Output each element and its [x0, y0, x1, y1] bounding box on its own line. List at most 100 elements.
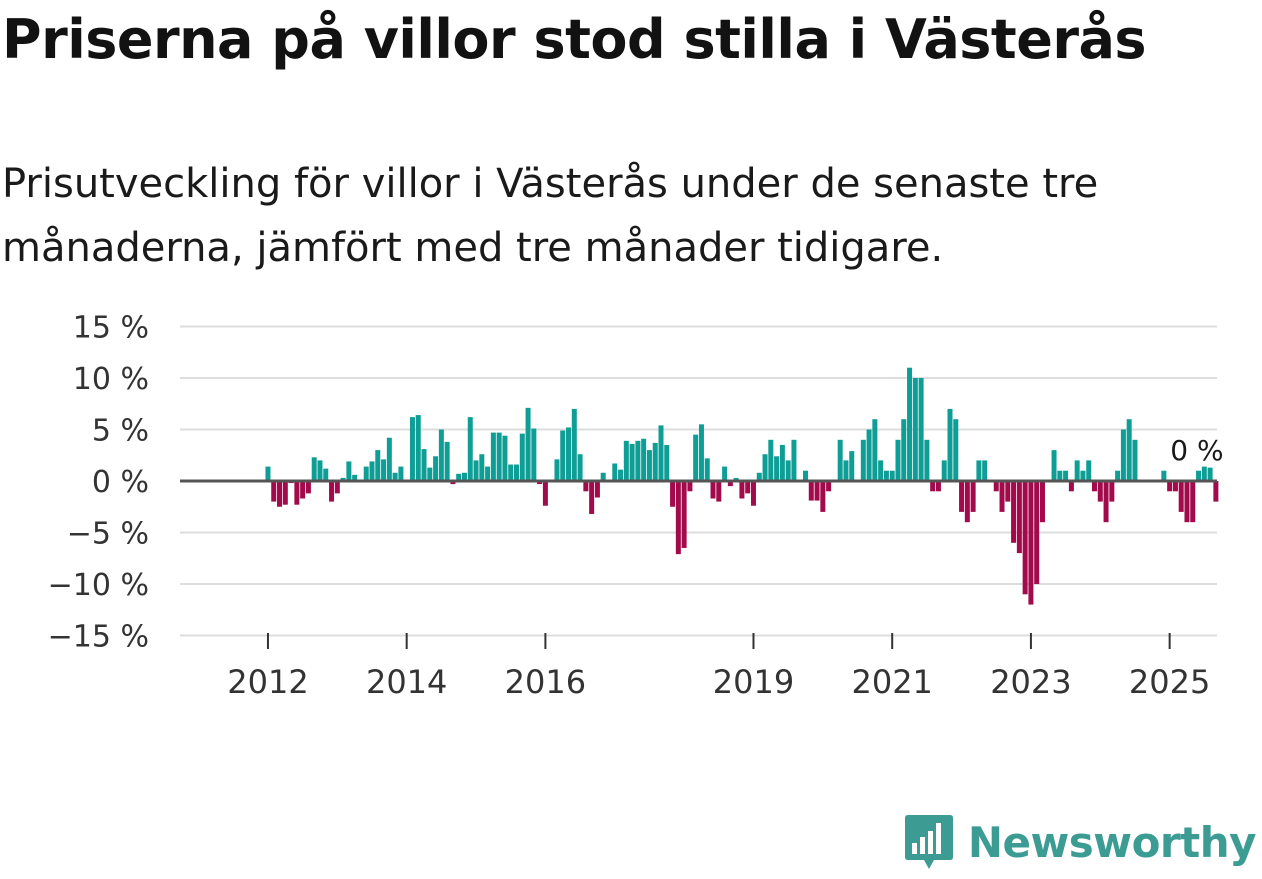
bar: [646, 450, 652, 481]
bar: [953, 419, 959, 481]
bar: [583, 481, 589, 492]
bar: [756, 472, 762, 481]
bar: [514, 464, 519, 481]
bar: [993, 481, 999, 492]
bar: [982, 460, 988, 481]
bar: [739, 481, 745, 499]
bar: [1092, 481, 1097, 492]
bar: [1051, 450, 1057, 481]
bar: [1120, 429, 1126, 481]
bar: [1011, 481, 1017, 543]
bar: [1213, 481, 1219, 502]
bar: [768, 439, 774, 481]
bar: [571, 408, 577, 481]
bar: [837, 439, 843, 481]
bar: [375, 450, 381, 481]
y-tick-label: 10 %: [73, 362, 149, 397]
bar: [959, 481, 965, 512]
bar: [612, 463, 618, 481]
bar: [317, 460, 323, 481]
bar-chart: 15 %10 %5 %0 %−5 %−10 %−15 % 2012 2014 201…: [48, 311, 1224, 702]
bar: [687, 481, 693, 492]
bar: [363, 466, 369, 481]
bar: [866, 429, 872, 481]
bar: [479, 454, 485, 481]
bar: [352, 474, 358, 481]
bar: [618, 469, 624, 481]
x-tick-label: 2014: [366, 663, 447, 701]
bar: [300, 481, 306, 499]
bar: [918, 378, 924, 481]
bar: [803, 470, 808, 481]
bar: [970, 481, 976, 512]
bar: [577, 454, 583, 481]
bar: [698, 424, 704, 481]
bar: [1086, 460, 1092, 481]
bar: [265, 466, 271, 481]
x-tick-label: 2019: [713, 663, 794, 701]
bar: [594, 481, 600, 498]
bar: [912, 378, 918, 481]
bar: [1161, 470, 1167, 481]
bar: [450, 481, 456, 485]
bar: [1028, 481, 1034, 605]
bar: [930, 481, 936, 492]
brand-logo: Newsworthy: [904, 813, 1257, 871]
y-axis-tick-labels: 15 % 10 % 5 % 0 % −5 % −10 % −15 %: [48, 311, 149, 655]
bar: [1005, 481, 1011, 502]
bar: [277, 481, 283, 507]
bar: [652, 442, 658, 481]
bar: [716, 481, 722, 502]
bar: [1190, 481, 1196, 523]
bar: [745, 481, 751, 494]
bar: [566, 427, 572, 481]
grid-lines: [180, 325, 1217, 637]
bar: [305, 481, 311, 494]
bar: [1103, 481, 1109, 523]
annotations: 0 %: [1170, 434, 1223, 467]
bar: [490, 432, 496, 481]
bar: [433, 456, 439, 481]
bar: [537, 481, 543, 485]
bar: [508, 464, 514, 481]
x-tick-label: 2016: [505, 663, 586, 701]
bar: [496, 432, 502, 481]
bar: [889, 470, 895, 481]
bar: [675, 481, 681, 555]
bar: [623, 440, 629, 481]
bar: [941, 460, 947, 481]
bar: [467, 417, 473, 481]
bar: [271, 481, 277, 502]
bar: [999, 481, 1005, 512]
bar: [762, 454, 768, 481]
bar: [1184, 481, 1190, 523]
bar: [1132, 439, 1138, 481]
bar: [907, 367, 913, 481]
bar: [1016, 481, 1022, 554]
bar: [589, 481, 595, 514]
bar: [779, 444, 785, 481]
bar: [1178, 481, 1184, 512]
bar: [1097, 481, 1103, 502]
bar: [340, 477, 346, 481]
bar: [600, 472, 606, 481]
bar: [976, 460, 982, 481]
bar: [658, 425, 664, 481]
bar: [438, 429, 444, 481]
bar: [860, 439, 866, 481]
bar: [704, 458, 710, 481]
bar: [346, 461, 352, 481]
bar: [924, 439, 930, 481]
bar: [664, 444, 670, 481]
bar: [1074, 460, 1080, 481]
bar: [554, 459, 560, 481]
bar: [1063, 470, 1069, 481]
bar: [947, 408, 953, 481]
bar: [843, 460, 849, 481]
y-tick-label: −5 %: [67, 517, 149, 552]
bar: [444, 441, 450, 481]
chart-subtitle: Prisutveckling för villor i Västerås und…: [2, 161, 1099, 271]
bar: [1080, 470, 1086, 481]
bar: [386, 437, 392, 481]
bar: [733, 477, 739, 481]
